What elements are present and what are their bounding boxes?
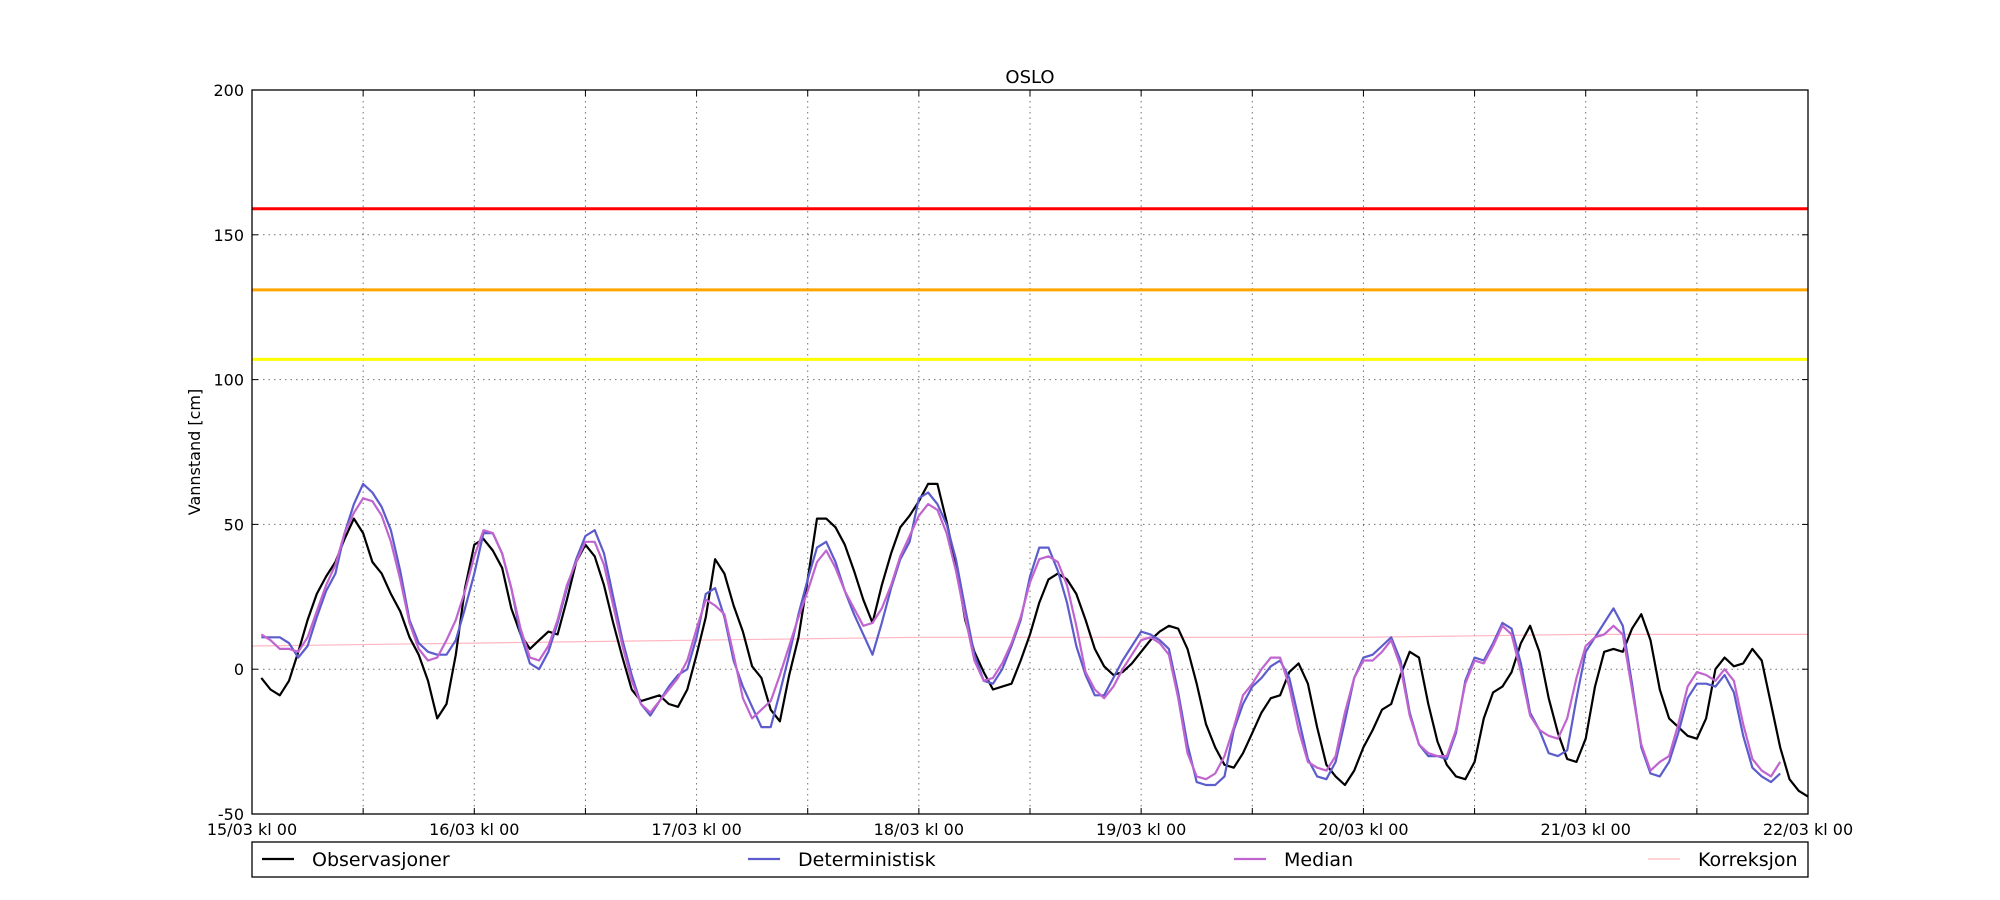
legend-label: Observasjoner [312, 849, 450, 871]
x-tick-label: 20/03 kl 00 [1318, 820, 1408, 839]
x-tick-label: 16/03 kl 00 [429, 820, 519, 839]
x-tick-label: 19/03 kl 00 [1096, 820, 1186, 839]
grid-lines [252, 90, 1808, 814]
y-tick-label: 0 [234, 660, 244, 679]
legend-frame [251, 841, 1809, 878]
y-tick-label: 200 [213, 81, 244, 100]
x-tick-label: 15/03 kl 00 [207, 820, 297, 839]
chart-title: OSLO [1005, 67, 1054, 88]
y-tick-label: 50 [224, 515, 244, 534]
x-tick-label: 17/03 kl 00 [651, 820, 741, 839]
threshold-lines [252, 207, 1808, 361]
series-line-median [260, 497, 1782, 781]
y-tick-label: 100 [213, 371, 244, 390]
series-line-observasjoner [260, 482, 1809, 798]
legend-label: Deterministisk [798, 849, 936, 871]
series-lines [251, 482, 1809, 798]
x-tick-label: 18/03 kl 00 [874, 820, 964, 839]
legend: Observasjoner Deterministisk Median Korreks… [251, 841, 1809, 878]
legend-label: Korreksjon [1698, 849, 1798, 871]
axis-ticks: -50 0 50 100 150 200 15/03 kl 00 16/03 kl 00 17/… [207, 81, 1853, 839]
y-axis-label: Vannstand [cm] [185, 389, 204, 515]
y-tick-label: -50 [218, 805, 244, 824]
x-tick-label: 22/03 kl 00 [1763, 820, 1853, 839]
y-tick-label: 150 [213, 226, 244, 245]
x-tick-label: 21/03 kl 00 [1541, 820, 1631, 839]
legend-label: Median [1284, 849, 1353, 871]
